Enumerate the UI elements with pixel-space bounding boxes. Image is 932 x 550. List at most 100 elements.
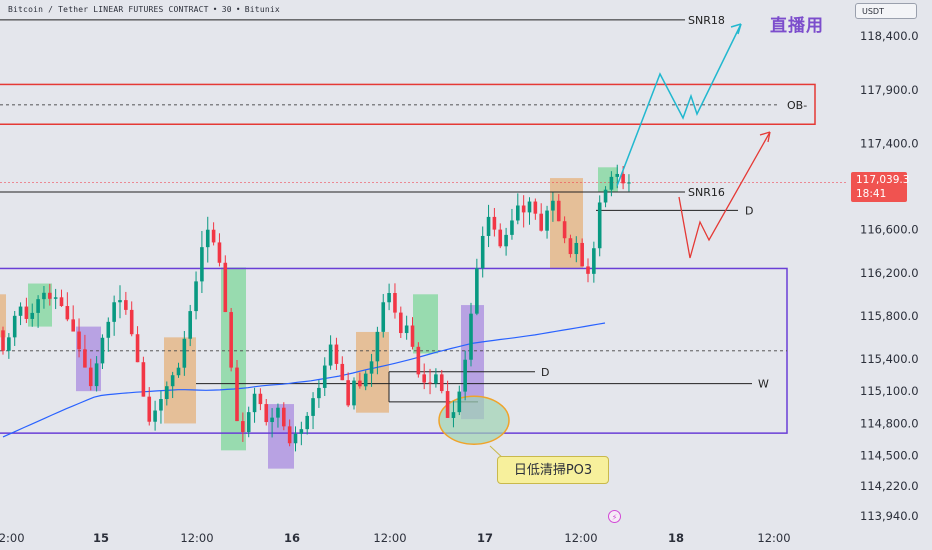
candle-body bbox=[363, 373, 368, 387]
price-tick-label: 117,400.0 bbox=[860, 137, 919, 151]
candle-body bbox=[621, 173, 625, 184]
candle-body bbox=[627, 182, 631, 184]
candle-body bbox=[153, 410, 157, 422]
candle-body bbox=[539, 213, 543, 231]
time-tick-label: 15 bbox=[93, 531, 109, 545]
candle-body bbox=[416, 346, 421, 375]
candle-body bbox=[615, 173, 620, 177]
level-label: D bbox=[541, 366, 549, 379]
candle-body bbox=[59, 297, 64, 307]
candle-body bbox=[18, 306, 23, 316]
candle-body bbox=[551, 200, 555, 211]
candle-body bbox=[498, 229, 503, 247]
candle-body bbox=[48, 292, 52, 299]
candle-body bbox=[451, 412, 456, 418]
highlight-zone bbox=[598, 167, 618, 193]
candle-body bbox=[358, 380, 362, 387]
candle-body bbox=[322, 365, 327, 388]
candle-body bbox=[83, 349, 87, 368]
candle-body bbox=[129, 309, 134, 335]
time-tick-label: 12:00 bbox=[564, 531, 597, 545]
candle-body bbox=[106, 321, 111, 338]
candle-body bbox=[486, 216, 491, 236]
candle-body bbox=[141, 362, 146, 397]
interval-label: 30 bbox=[221, 5, 232, 14]
candle-body bbox=[574, 242, 579, 255]
candle-body bbox=[346, 380, 350, 406]
candle-body bbox=[445, 391, 450, 418]
bar-countdown: 18:41 bbox=[856, 188, 887, 200]
level-label: D bbox=[745, 204, 753, 217]
projection-path-cyan bbox=[616, 23, 742, 187]
candle-body bbox=[7, 337, 11, 351]
candle-body bbox=[211, 229, 216, 243]
candle-body bbox=[439, 374, 444, 392]
live-stream-label: 直播用 bbox=[770, 16, 824, 36]
symbol-name: Bitcoin / Tether LINEAR FUTURES CONTRACT bbox=[8, 5, 209, 14]
candle-body bbox=[135, 334, 140, 363]
candle-body bbox=[270, 417, 274, 423]
candle-body bbox=[434, 374, 438, 384]
candle-body bbox=[387, 293, 391, 303]
candle-body bbox=[282, 407, 286, 427]
lightning-icon[interactable]: ⚡ bbox=[608, 510, 621, 523]
candle-body bbox=[276, 407, 280, 418]
candle-body bbox=[527, 201, 532, 213]
arrow-head-red bbox=[759, 131, 771, 143]
candle-body bbox=[241, 421, 245, 433]
candle-body bbox=[592, 248, 596, 274]
candle-body bbox=[258, 393, 263, 405]
exchange-label: Bitunix bbox=[244, 5, 280, 14]
candle-body bbox=[504, 234, 508, 247]
candle-body bbox=[521, 205, 526, 213]
candle-body bbox=[328, 344, 333, 366]
currency-selector[interactable]: USDT bbox=[855, 3, 917, 19]
highlight-zone bbox=[164, 337, 196, 424]
ema-line bbox=[2, 322, 606, 438]
candle-body bbox=[545, 210, 549, 231]
candle-body bbox=[188, 311, 192, 339]
time-tick-label: 16 bbox=[284, 531, 300, 545]
candle-body bbox=[88, 367, 93, 387]
candle-body bbox=[165, 386, 169, 400]
price-axis bbox=[848, 0, 932, 550]
time-tick-label: 12:00 bbox=[757, 531, 790, 545]
candle-body bbox=[597, 202, 602, 249]
time-tick-label: 17 bbox=[477, 531, 493, 545]
candle-body bbox=[293, 433, 298, 444]
candle-body bbox=[159, 399, 163, 411]
price-tick-label: 116,200.0 bbox=[860, 266, 919, 280]
price-tick-label: 116,600.0 bbox=[860, 223, 919, 237]
candle-body bbox=[176, 367, 181, 376]
candle-body bbox=[562, 221, 567, 239]
price-tick-label: 114,800.0 bbox=[860, 416, 919, 430]
candle-body bbox=[65, 306, 70, 320]
current-price-tag: 117,039.3 18:41 bbox=[851, 172, 909, 202]
candle-body bbox=[340, 363, 345, 381]
candle-body bbox=[1, 330, 5, 351]
candle-body bbox=[399, 312, 403, 334]
candle-body bbox=[586, 266, 590, 274]
candle-body bbox=[36, 299, 40, 313]
level-label: SNR16 bbox=[688, 186, 725, 199]
candle-body bbox=[568, 238, 573, 255]
candle-body bbox=[217, 242, 222, 263]
po3-callout[interactable]: 日低清掃PO3 bbox=[497, 456, 609, 484]
candle-body bbox=[229, 312, 233, 368]
time-tick-label: 12:00 bbox=[0, 531, 25, 545]
po3-circle bbox=[438, 395, 510, 445]
highlight-zone bbox=[413, 294, 438, 354]
symbol-header[interactable]: Bitcoin / Tether LINEAR FUTURES CONTRACT… bbox=[8, 5, 280, 14]
projection-path-red bbox=[678, 131, 771, 259]
candle-body bbox=[147, 396, 152, 422]
candle-body bbox=[235, 367, 239, 422]
separator-dot: • bbox=[235, 5, 241, 14]
candle-body bbox=[457, 391, 462, 413]
time-tick-label: 12:00 bbox=[373, 531, 406, 545]
candle-body bbox=[194, 281, 198, 312]
candle-body bbox=[422, 374, 426, 383]
highlight-zone bbox=[28, 283, 52, 327]
candle-body bbox=[410, 325, 415, 347]
